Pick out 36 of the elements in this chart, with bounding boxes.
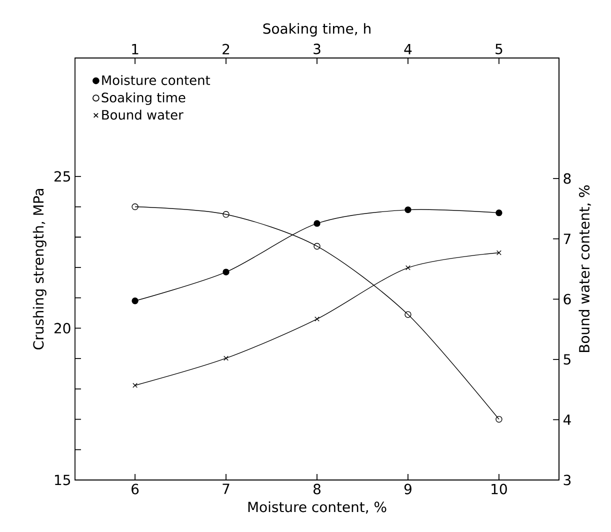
point: [314, 316, 320, 322]
x-tick-label: 9: [404, 484, 412, 494]
x-tick-label: 7: [222, 484, 230, 494]
point: [314, 220, 320, 227]
legend-label: Moisture content: [102, 75, 210, 86]
y2-tick-label: 5: [564, 354, 570, 365]
y-tick-label: 20: [54, 322, 70, 334]
y-axis-title: Crushing strength, MPa: [32, 189, 46, 350]
x2-tick-label: 3: [314, 44, 320, 54]
x-tick-label: 6: [132, 484, 139, 494]
y2-tick-label: 8: [564, 173, 571, 184]
legend-label: Bound water: [102, 110, 184, 120]
x-axis-title: Moisture content, %: [248, 501, 386, 514]
point: [132, 298, 138, 304]
y2-tick-label: 7: [564, 234, 570, 244]
point: [404, 206, 412, 214]
point: [222, 268, 230, 276]
point: [224, 356, 228, 361]
legend-label: Soaking time: [102, 92, 186, 105]
x2-axis-title: Soaking time, h: [263, 23, 370, 37]
y2-axis-title: Bound water content, %: [578, 185, 591, 352]
x-tick-label: 8: [314, 484, 320, 494]
x2-tick-label: 5: [496, 44, 502, 54]
point: [132, 382, 138, 388]
x2-tick-label: 1: [132, 44, 138, 54]
y2-tick-label: 4: [563, 414, 571, 425]
y-tick-label: 25: [54, 171, 70, 182]
point: [496, 250, 502, 256]
x2-tick-label: 4: [404, 44, 412, 54]
point: [496, 209, 502, 216]
y-tick-label: 15: [55, 474, 70, 486]
x-tick-label: 10: [492, 484, 507, 494]
x2-tick-label: 2: [222, 44, 230, 54]
y2-tick-label: 6: [564, 294, 571, 304]
y2-tick-label: 3: [564, 474, 571, 486]
point: [406, 265, 410, 270]
